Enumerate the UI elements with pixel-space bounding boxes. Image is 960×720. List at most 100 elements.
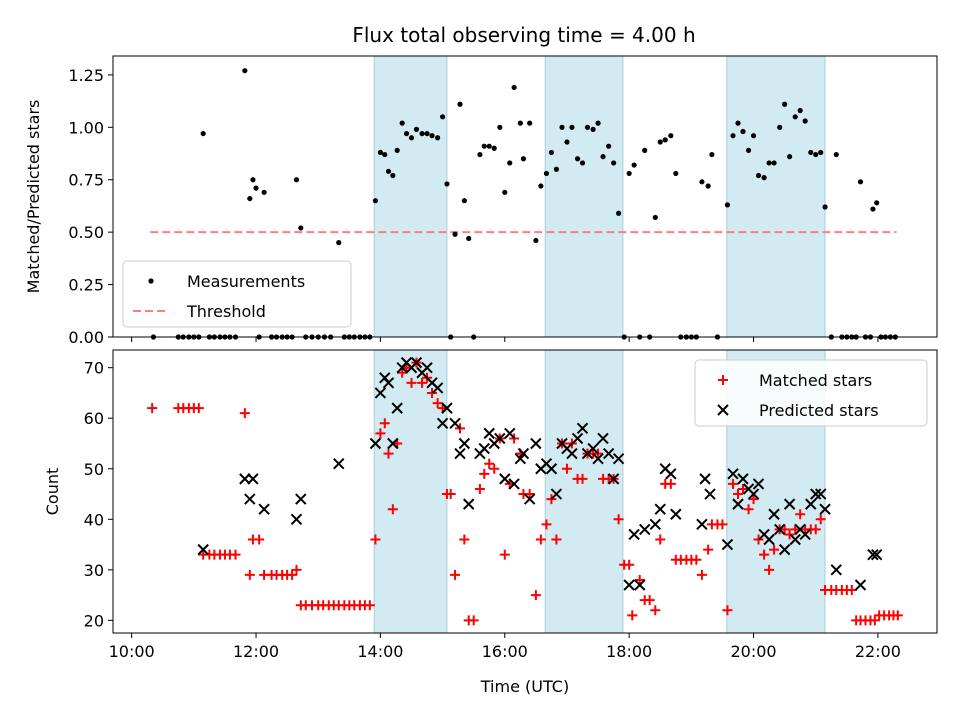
x-point-1-30 [483,427,495,440]
dot-point-0-65 [502,189,508,195]
x-point-1-81 [789,533,801,546]
plus-point-0-102 [691,554,702,565]
dot-point-0-119 [787,154,793,160]
dot-point-0-6 [200,130,206,137]
plus-point-0-54 [445,489,456,500]
legend-swatch-1 [717,404,729,416]
dot-point-0-133 [857,179,864,185]
plus-point-0-23 [291,564,302,575]
dot-point-0-123 [808,149,814,156]
dot-point-0-64 [497,124,503,130]
plus-point-0-115 [759,549,770,560]
x-point-1-61 [654,503,666,515]
x-point-1-54 [607,473,620,485]
x-point-1-79 [778,543,791,556]
dot-point-0-126 [822,204,828,210]
plus-point-0-122 [795,509,806,520]
dot-point-0-117 [777,124,783,130]
plus-point-0-70 [524,489,535,500]
dot-point-0-25 [298,225,304,231]
x-point-1-42 [545,463,558,475]
dot-point-0-40 [382,151,388,158]
dot-point-0-107 [724,202,731,208]
x-point-1-43 [550,488,563,500]
x-point-1-58 [634,579,646,591]
x-point-1-89 [854,579,867,591]
dot-point-0-49 [424,130,430,137]
plus-point-0-77 [561,463,572,474]
x-point-1-5 [290,513,303,526]
dot-point-0-70 [527,120,533,126]
x-point-1-3 [247,473,259,485]
plus-point-0-95 [655,534,666,545]
x-point-1-46 [566,447,578,460]
legend-label: Threshold [186,302,266,321]
dot-point-0-58 [466,235,472,242]
dot-point-0-113 [755,172,762,179]
x-point-1-7 [333,457,345,470]
x-point-1-74 [752,478,765,490]
x-axis-label: Time (UTC) [480,677,569,696]
plus-point-0-74 [546,494,557,505]
x-point-1-63 [665,468,677,480]
plus-point-0-114 [753,534,764,545]
dot-point-0-18 [261,189,267,195]
dot-point-0-15 [250,177,256,183]
dot-point-0-85 [606,143,612,149]
dot-point-0-104 [705,183,711,189]
dot-point-0-31 [336,240,342,246]
axes-frame [112,55,938,338]
dot-point-0-87 [615,210,622,216]
x-point-1-39 [530,437,542,450]
plus-point-0-91 [634,574,645,585]
x-point-1-32 [494,432,506,445]
x-point-1-2 [244,493,256,505]
x-point-1-71 [737,473,749,485]
dot-point-0-105 [709,151,715,158]
plus-point-0-120 [784,529,795,540]
x-point-1-51 [592,452,604,465]
dot-point-0-47 [413,126,420,132]
dot-point-0-14 [247,195,253,202]
plus-point-0-87 [613,514,624,525]
legend: Matched stars Predicted stars [694,359,928,427]
y-axis-label: Count [43,468,62,516]
dot-point-0-86 [611,160,617,166]
x-point-1-66 [699,473,711,485]
x-point-1-69 [727,468,739,480]
x-point-1-83 [799,528,811,541]
plus-point-0-48 [417,377,428,388]
x-tick-label: 22:00 [855,642,901,661]
dot-point-0-62 [486,143,492,149]
dot-point-0-67 [511,84,517,91]
plus-point-0-142 [892,610,903,621]
plus-point-0-65 [499,549,510,560]
dot-point-0-124 [813,151,819,158]
x-point-1-80 [783,498,796,510]
y-tick-label: 30 [84,561,104,580]
dot-point-0-13 [242,68,248,74]
plus-point-0-13 [239,408,250,419]
x-point-1-59 [639,523,651,536]
plus-point-0-57 [459,534,470,545]
x-point-1-21 [431,382,444,394]
plus-point-0-107 [717,519,728,530]
dot-point-0-53 [444,181,450,187]
plus-point-0-56 [455,423,466,434]
dot-point-0-112 [750,133,757,139]
plus-point-0-75 [551,534,562,545]
x-point-1-56 [623,579,635,591]
plus-point-0-110 [732,489,743,500]
x-point-1-36 [514,452,527,465]
plus-point-0-80 [577,473,588,484]
dot-point-0-63 [491,145,497,151]
x-point-1-78 [773,523,786,536]
x-point-1-47 [571,432,584,445]
plus-point-0-16 [254,534,265,545]
dot-point-0-109 [735,120,741,126]
plus-point-0-93 [644,595,655,606]
bottom-panel-counts: 20 30 40 50 60 70 10:00 12:00 14:00 16:00 18:00 20:… [43,349,938,696]
dot-point-0-92 [642,147,648,153]
plus-point-0-59 [468,615,479,626]
